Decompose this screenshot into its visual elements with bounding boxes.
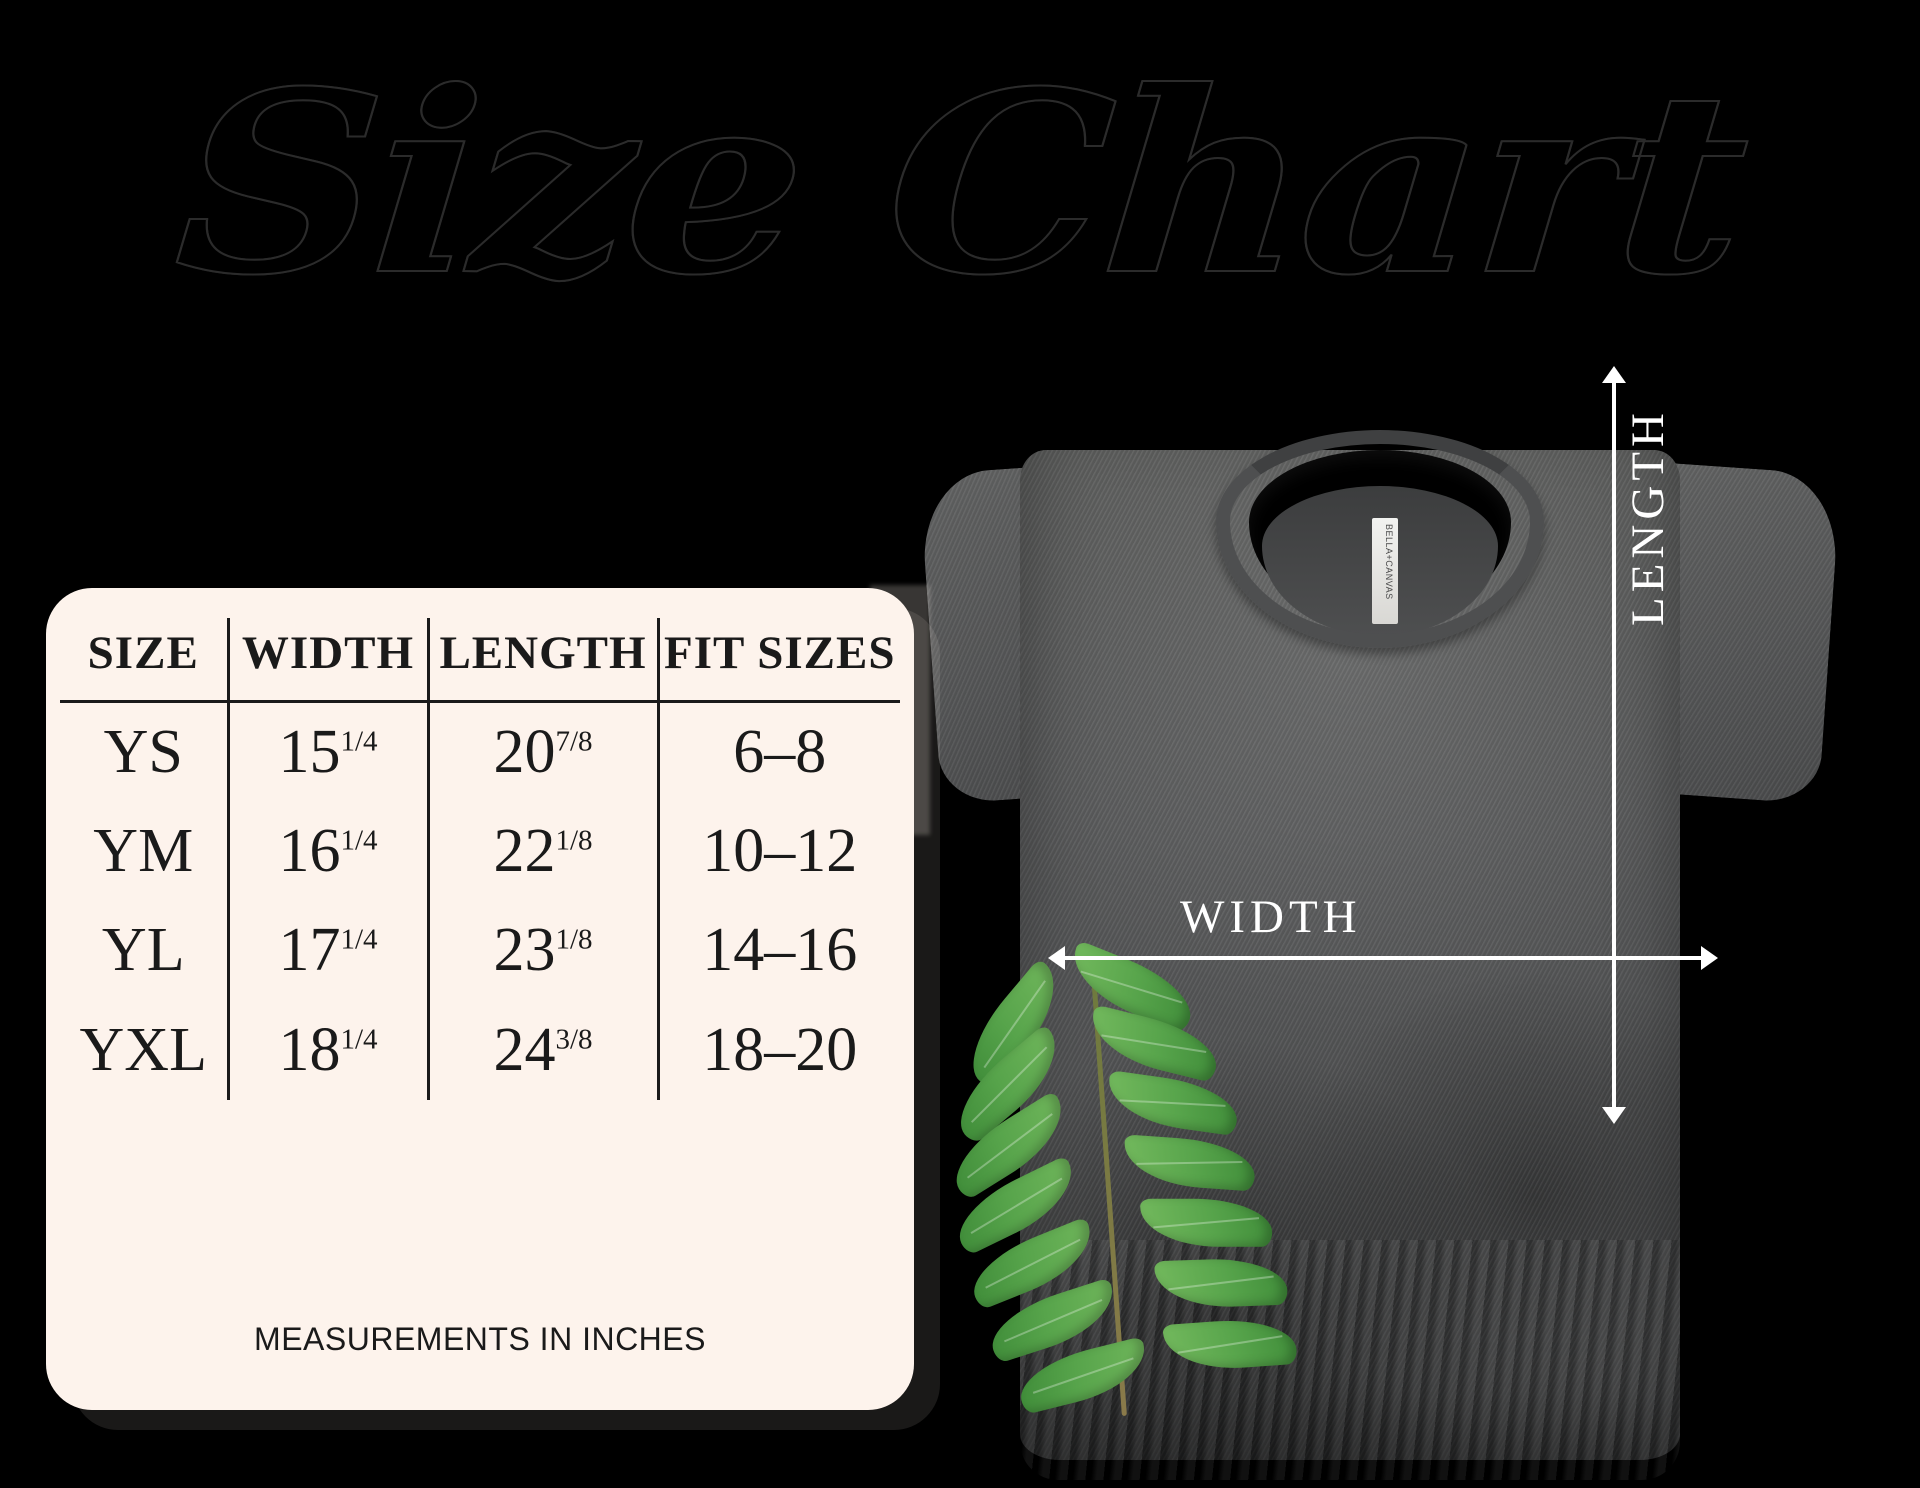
column-header-size: SIZE [60, 618, 228, 703]
table-row: YL 171/4 231/8 14–16 [60, 901, 900, 1001]
cell-width: 161/4 [226, 802, 428, 902]
table-row: YM 161/4 221/8 10–12 [60, 802, 900, 902]
cell-width: 151/4 [226, 701, 428, 803]
leaf-icon [1154, 1256, 1288, 1310]
width-label: WIDTH [1180, 891, 1362, 943]
column-header-length: LENGTH [426, 618, 658, 703]
cell-length: 221/8 [426, 802, 658, 902]
size-chart-card: SIZE WIDTH LENGTH FIT SIZES YS 151/4 207… [46, 588, 914, 1410]
measurements-footnote: MEASUREMENTS IN INCHES [254, 1321, 706, 1357]
length-measurement-arrow [1602, 366, 1626, 1124]
tshirt-image: BELLA+CANVAS [918, 390, 1842, 1480]
cell-width: 171/4 [226, 901, 428, 1001]
leaf-icon [1103, 1070, 1242, 1137]
cell-length: 243/8 [426, 1000, 658, 1100]
cell-length: 231/8 [426, 901, 658, 1001]
size-chart-table: SIZE WIDTH LENGTH FIT SIZES YS 151/4 207… [60, 618, 900, 1100]
leaf-icon [1162, 1315, 1298, 1373]
size-chart-title-text: Size Chart [167, 35, 1753, 331]
cell-fit: 6–8 [656, 701, 900, 803]
cell-length: 207/8 [426, 701, 658, 803]
tshirt-neck-tag: BELLA+CANVAS [1372, 518, 1398, 624]
width-measurement-arrow [1048, 946, 1718, 970]
page-title: Size Chart [0, 18, 1920, 348]
leaf-icon [1121, 1134, 1257, 1192]
table-row: YS 151/4 207/8 6–8 [60, 701, 900, 803]
column-header-fit: FIT SIZES [656, 618, 900, 703]
cell-width: 181/4 [226, 1000, 428, 1100]
cell-fit: 18–20 [656, 1000, 900, 1100]
cell-fit: 10–12 [656, 802, 900, 902]
cell-size: YM [93, 817, 194, 886]
column-header-width: WIDTH [226, 618, 428, 703]
table-header-row: SIZE WIDTH LENGTH FIT SIZES [60, 618, 900, 703]
table-row: YXL 181/4 243/8 18–20 [60, 1000, 900, 1100]
cell-size: YXL [79, 1015, 207, 1084]
cell-fit: 14–16 [656, 901, 900, 1001]
length-label: LENGTH [1622, 408, 1674, 626]
leaf-icon [1140, 1198, 1273, 1247]
cell-size: YL [101, 916, 185, 985]
tshirt-neck-tag-text: BELLA+CANVAS [1384, 524, 1394, 600]
cell-size: YS [103, 718, 183, 786]
